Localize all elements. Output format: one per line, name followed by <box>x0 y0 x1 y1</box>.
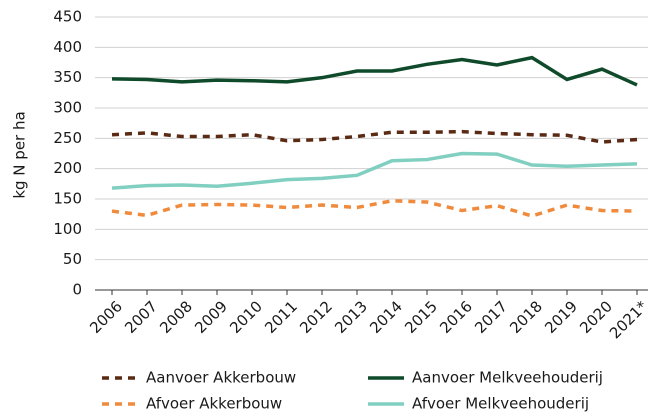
x-tick-label: 2007 <box>121 297 161 337</box>
x-tick-label: 2009 <box>191 297 231 337</box>
y-tick-label: 400 <box>53 38 82 56</box>
x-tick-label: 2008 <box>156 297 196 337</box>
y-tick-label: 350 <box>53 68 82 86</box>
legend-label: Aanvoer Melkveehouderij <box>412 369 603 387</box>
line <box>111 199 638 218</box>
x-tick-label: 2013 <box>331 297 371 337</box>
legend-label: Afvoer Akkerbouw <box>146 395 282 413</box>
x-tick-label: 2019 <box>541 297 581 337</box>
y-tick-label: 250 <box>53 129 82 147</box>
y-tick-label: 450 <box>53 8 82 26</box>
x-tick-label: 2014 <box>366 297 406 337</box>
x-tick-label: 2017 <box>471 297 511 337</box>
y-tick-label: 150 <box>53 190 82 208</box>
y-tick-label: 100 <box>53 220 82 238</box>
x-tick-label: 2006 <box>86 297 126 337</box>
x-tick-label: 2021* <box>606 297 648 342</box>
legend-label: Aanvoer Akkerbouw <box>146 369 296 387</box>
x-tick-label: 2011 <box>261 297 301 337</box>
line <box>111 129 638 144</box>
line <box>111 151 638 190</box>
legend-label: Afvoer Melkveehouderij <box>412 395 589 413</box>
x-tick-label: 2012 <box>296 297 336 337</box>
x-tick-label: 2010 <box>226 297 266 337</box>
x-tick-label: 2015 <box>401 297 441 337</box>
y-axis-label: kg N per ha <box>11 111 29 198</box>
y-tick-label: 300 <box>53 99 82 117</box>
line <box>111 55 638 87</box>
x-tick-label: 2016 <box>436 297 476 337</box>
x-tick-label: 2018 <box>506 297 546 337</box>
y-tick-label: 0 <box>72 281 82 299</box>
y-tick-label: 50 <box>63 250 82 268</box>
y-tick-label: 200 <box>53 159 82 177</box>
